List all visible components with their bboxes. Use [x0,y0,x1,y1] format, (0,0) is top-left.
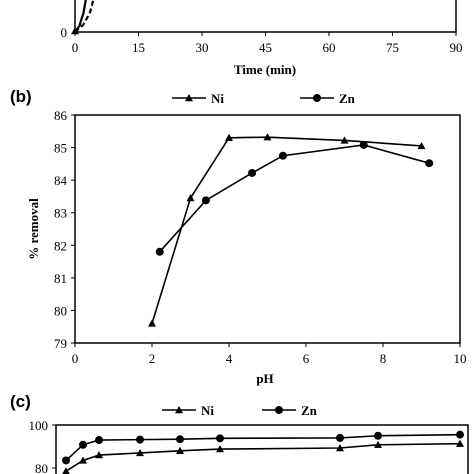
panel-b-ni-point [340,136,349,144]
panel-b-legend-ni-marker [185,94,193,102]
panel-c-ni-point [374,440,382,448]
panel-b-x-tick-label: 6 [303,351,310,366]
panel-a-x-tick-label: 60 [323,40,336,55]
panel-c-zn-point [62,456,70,465]
panel-b-x-tick-label: 8 [380,351,387,366]
panel-b-zn-point [359,140,368,149]
panel-c-ni-point [176,446,184,454]
panel-b-zn-point [425,159,434,168]
panel-b-zn-point [155,247,164,256]
panel-b-zn-line [159,144,430,253]
panel-b-y-axis-title: % removal [26,198,41,260]
panel-a-x-tick-label: 0 [72,40,79,55]
panel-c-zn-point [176,435,184,444]
panel-b-ni-point [148,319,156,327]
panel-c-ni-point [456,439,464,447]
panel-b-ni-line [151,136,422,324]
panel-c-zn-point [456,430,464,439]
panel-a-plot-frame [74,0,457,33]
panel-a-x-tick-label: 45 [259,40,272,55]
panel-b-y-tick-label: 80 [54,303,67,318]
panel-c-legend: Ni Zn [162,403,318,418]
panel-c-y-tick-label: 100 [29,418,49,433]
panel-b-x-tick-label: 4 [226,351,233,366]
panel-c-ni-point [216,445,224,453]
panel-c-zn-point [374,431,382,440]
panel-a-x-tick-label: 90 [450,40,463,55]
panel-b-zn-point [248,168,257,177]
panel-a-marker [71,27,79,35]
panel-b-y-tick-label: 86 [54,108,68,123]
panel-c-legend-zn-marker [275,406,283,414]
panel-c-zn-point [336,433,344,442]
panel-b-x-tick-label: 10 [454,351,467,366]
panel-b-y-tick-label: 82 [54,238,67,253]
panel-b-ni-point [263,133,272,141]
panel-b-ni-point [225,133,233,141]
panel-c-ni-line [65,442,461,472]
panel-c-label: (c) [10,392,31,411]
panel-b-x-tick-label: 2 [149,351,156,366]
panel-b-y-tick-label: 83 [54,206,67,221]
panel-a-x-tick-label: 75 [386,40,399,55]
panel-a-x-tick-label: 15 [132,40,145,55]
panel-b-plot-frame [74,114,461,344]
panel-b-legend: Ni Zn [172,91,356,106]
panel-c-legend-ni-label: Ni [201,403,214,418]
panel-a-x-axis-title: Time (min) [234,62,296,77]
panel-c-ni-point [336,444,344,452]
panel-c-ni-point [62,467,70,474]
panel-b-zn-point [201,196,210,205]
panel-b-y-tick-label: 85 [54,141,67,156]
panel-b-y-tick-label: 79 [54,336,67,351]
panel-c-ni-point [136,448,144,457]
panel-c: (c) Ni Zn 100 80 [10,392,469,474]
panel-c-zn-point [79,440,87,449]
panel-c-zn-point [136,435,144,444]
panel-a-series-2-line [74,0,95,33]
panel-c-legend-ni-marker [175,406,183,414]
panel-b-label: (b) [10,87,32,106]
panel-a-series-1-line [74,0,87,33]
panel-b-ni-point [417,141,426,150]
panel-c-zn-point [216,434,224,443]
panel-c-zn-line [65,433,461,462]
panel-c-plot-frame [55,424,469,474]
panel-c-ni-point [95,451,103,459]
panel-c-zn-point [95,436,103,445]
panel-c-legend-zn-label: Zn [301,403,318,418]
panel-c-y-tick-label: 80 [35,461,48,474]
panel-b-zn-point [278,151,287,160]
panel-b-y-tick-label: 84 [54,173,68,188]
panel-a-x-tick-label: 30 [196,40,209,55]
panel-b-legend-zn-marker [313,94,321,102]
panel-b-x-tick-label: 0 [72,351,79,366]
panel-a-y-tick-label: 0 [61,25,68,40]
panel-b-legend-zn-label: Zn [339,91,356,106]
panel-b-legend-ni-label: Ni [211,91,224,106]
panel-a: 0 15 30 45 60 75 90 0 Time (min) [61,0,463,77]
panel-c-ni-point [79,456,87,464]
panel-b: (b) Ni Zn 0 2 4 6 8 10 79 80 81 82 83 84 85 86 pH % r… [10,87,467,386]
panel-b-y-tick-label: 81 [54,271,67,286]
panel-b-ni-point [186,194,195,202]
panel-b-x-axis-title: pH [256,371,273,386]
